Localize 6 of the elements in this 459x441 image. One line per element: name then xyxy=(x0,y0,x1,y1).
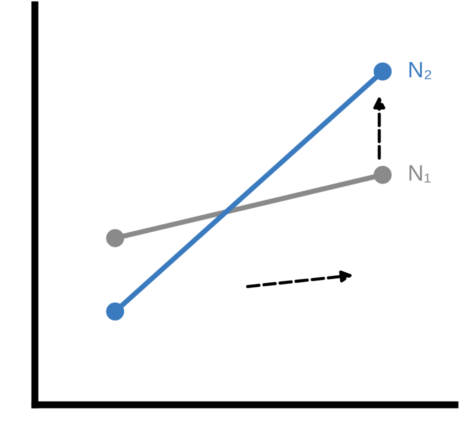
point xyxy=(374,62,392,81)
point xyxy=(106,229,124,248)
point xyxy=(374,166,392,184)
series-label: N₁ xyxy=(409,165,431,182)
point xyxy=(106,302,124,321)
series-label: N₂ xyxy=(409,62,432,80)
